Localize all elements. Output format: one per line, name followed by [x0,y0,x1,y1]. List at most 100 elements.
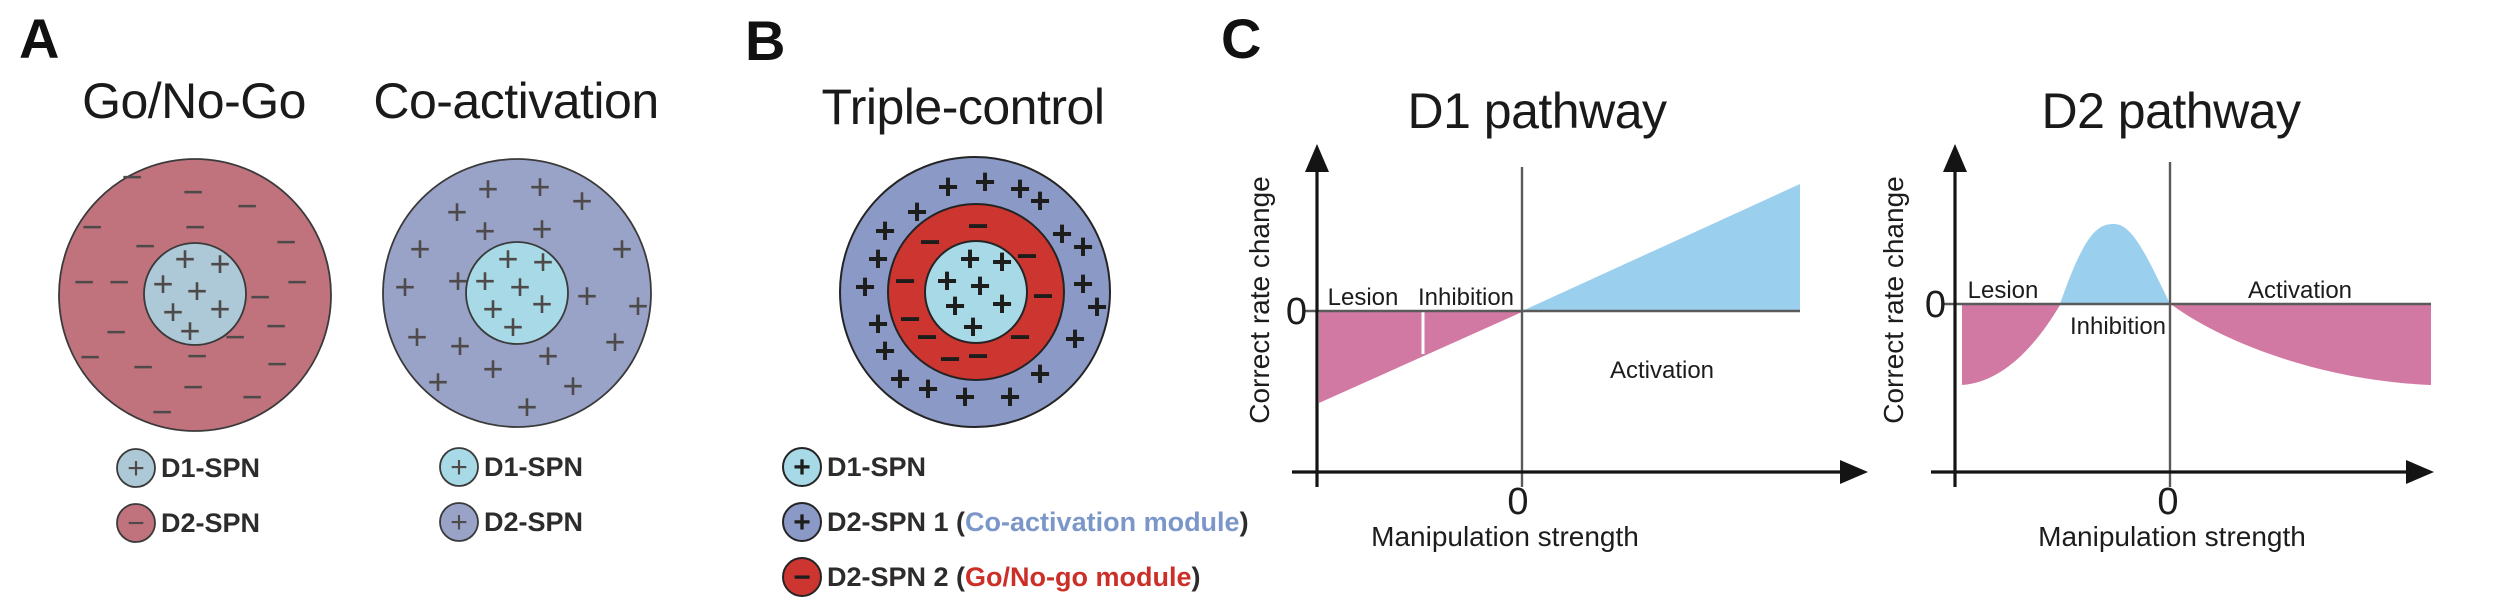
gonogo-inner-d1-circle [143,242,247,346]
plus-icon: + [793,451,811,484]
d2-lesion-negative-area [1962,305,2060,385]
plus-sign: + [209,243,230,284]
plus-sign: + [1072,226,1093,267]
minus-sign: − [916,316,937,357]
minus-sign: − [151,391,172,432]
plus-sign: + [152,263,173,304]
plus-sign: + [874,330,895,371]
plus-sign: + [529,166,550,207]
plus-sign: + [394,266,415,307]
d2-x-axis-label: Manipulation strength [2038,521,2306,552]
minus-sign: − [894,260,915,301]
plus-sign: + [999,376,1020,417]
coactivation-legend: + D1-SPN + D2-SPN [439,447,583,542]
triple-control-legend: + D1-SPN + D2-SPN 1 (Co-activation modul… [782,447,1249,597]
plus-sign: + [482,348,503,389]
plus-sign: + [162,291,183,332]
panel-c: C D1 pathway 0 Lesion Inhibition Activat… [1221,7,2434,552]
d1-negative-area [1319,312,1522,403]
plus-icon: + [793,506,811,539]
plus-sign: + [186,270,207,311]
plus-sign: + [944,285,965,326]
plus-sign: + [604,321,625,362]
plus-sign: + [449,325,470,366]
gonogo-legend: + D1-SPN − D2-SPN [116,448,260,543]
triple-plus-signs-outer: + + ++++ + +++ +++ +++ + ++ + [854,161,1107,417]
coactivation-title: Co-activation [373,73,658,129]
minus-sign: − [286,261,307,302]
legend-label-d1-spn: D1-SPN [484,452,583,482]
minus-icon: − [127,507,145,540]
gonogo-plus-signs: + ++ ++ ++ [152,238,230,351]
plus-sign: + [516,386,537,427]
d2-inhibition-label: Inhibition [2070,313,2166,340]
plus-sign: + [954,376,975,417]
plus-sign: + [532,241,553,282]
plus-sign: + [477,168,498,209]
d2-spn2-key-icon [782,557,822,597]
minus-sign: − [224,316,245,357]
plus-sign: + [969,265,990,306]
plus-sign: + [1064,318,1085,359]
d1-x-axis-arrow-icon [1840,460,1868,484]
minus-sign: − [182,366,203,407]
plus-icon: + [127,452,145,485]
plus-sign: + [502,306,523,347]
d1-pathway-title: D1 pathway [1407,83,1667,139]
plus-icon: + [450,451,468,484]
plus-sign: + [509,266,530,307]
plus-sign: + [959,238,980,279]
d1-y-axis-label: Correct rate change [1244,176,1275,423]
d1-y-axis-arrow-icon [1305,144,1329,172]
plus-sign: + [531,283,552,324]
plus-sign: + [174,238,195,279]
d2-y-axis-arrow-icon [1943,144,1967,172]
d2-inhibition-positive-bump [2060,224,2170,304]
plus-sign: + [1051,213,1072,254]
plus-sign: + [474,210,495,251]
coactivation-plus-signs-outer: + + ++ + ++ ++ + + ++ + + ++ + ++ [394,166,648,427]
d1-spn-key-icon [116,448,156,488]
plus-sign: + [917,368,938,409]
minus-sign: − [79,336,100,377]
minus-sign: − [1016,235,1037,276]
d1-activation-label: Activation [1610,357,1714,384]
plus-sign: + [974,161,995,202]
plus-sign: + [446,191,467,232]
minus-sign: − [899,298,920,339]
minus-sign: − [265,305,286,346]
plus-sign: + [937,166,958,207]
coactivation-inner-d1-circle [465,241,569,345]
d1-lesion-label: Lesion [1328,284,1399,311]
minus-sign: − [182,171,203,212]
minus-sign: − [81,206,102,247]
d2-pathway-plot: D2 pathway 0 Lesion Inhibition Activatio… [1878,83,2434,552]
minus-sign: − [1032,275,1053,316]
panel-b: B Triple-control + + ++++ + +++ +++ +++ + ++ + −−… [745,9,1249,597]
plus-sign: + [889,358,910,399]
plus-sign: + [562,365,583,406]
panel-a: A Go/No-Go Co-activation − − −− − −−− − −−−− −−… [19,7,659,543]
d2-y-zero-tick: 0 [1925,284,1946,326]
plus-sign: + [867,238,888,279]
coactivation-plus-signs-inner: + ++ ++ ++ [474,238,553,347]
legend-label-d2-spn: D2-SPN [484,507,583,537]
plus-sign: + [991,283,1012,324]
minus-sign: − [266,343,287,384]
plus-sign: + [1086,286,1107,327]
plus-sign: + [179,310,200,351]
plus-sign: + [571,180,592,221]
plus-sign: + [906,191,927,232]
triple-minus-signs-middle: −− −− −−− −− − [894,205,1053,379]
plus-sign: + [537,335,558,376]
minus-sign: − [275,221,296,262]
minus-sign: − [105,311,126,352]
d1-y-zero-tick: 0 [1286,291,1307,333]
minus-sign: − [73,261,94,302]
panel-c-label: C [1221,7,1261,70]
minus-sign: − [236,185,257,226]
triple-inner-d1spn-circle [924,240,1028,344]
gonogo-module-text: Go/No-go module [965,562,1191,592]
d2-pathway-title: D2 pathway [2041,83,2301,139]
